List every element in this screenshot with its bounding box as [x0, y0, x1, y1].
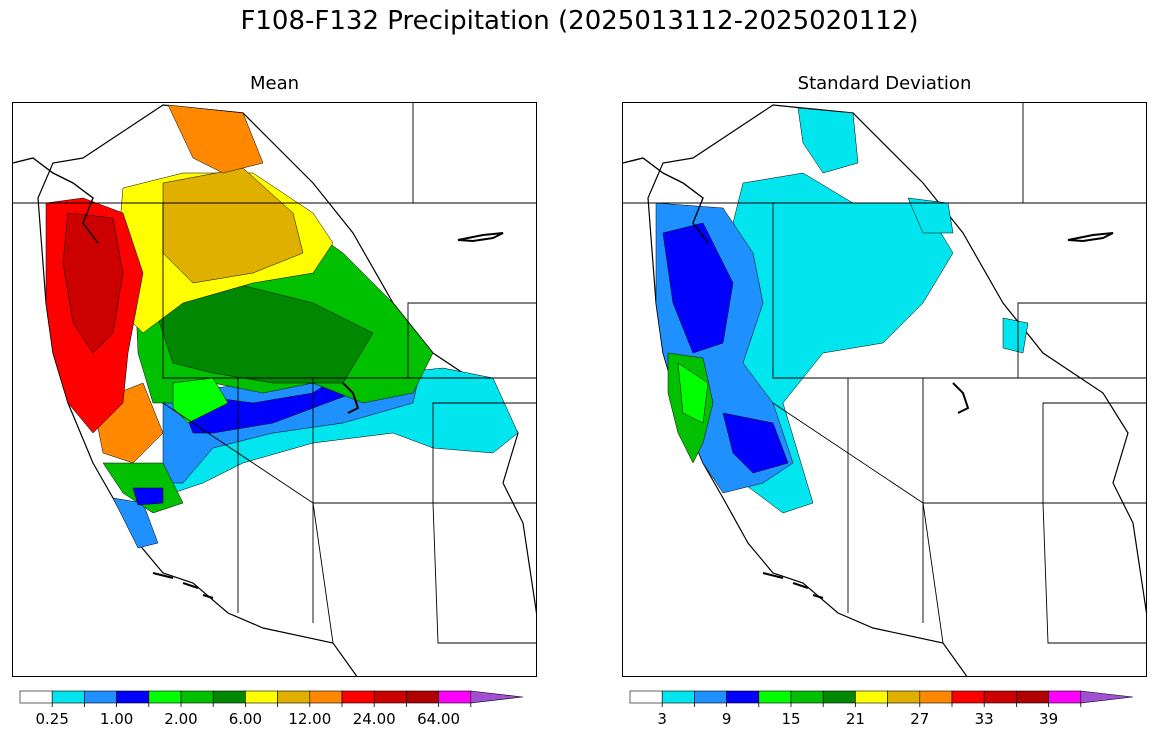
colorbar-bin	[661, 690, 695, 704]
coastline	[623, 157, 709, 244]
colorbar-tick-label: 39	[1039, 710, 1059, 728]
colorbar-tick-label: 21	[845, 710, 865, 728]
mean-lime-region	[172, 377, 229, 424]
stddev-cyan-east	[907, 197, 1029, 354]
colorbar-tick-label: 1.00	[99, 710, 134, 728]
colorbar-bin	[694, 690, 727, 704]
colorbar-tick-label: 64.00	[417, 710, 461, 728]
channel-islands	[152, 572, 214, 599]
mean-colorbar	[19, 690, 530, 709]
state-boundaries	[13, 103, 536, 644]
colorbar-bin	[277, 690, 311, 704]
great-salt-lake	[342, 382, 360, 414]
lake-superior	[1067, 232, 1114, 243]
mean-map	[12, 102, 537, 677]
stddev-blue-region	[662, 222, 789, 474]
coastline	[13, 157, 99, 244]
stddev-cyan-north	[797, 107, 859, 174]
colorbar-bin	[341, 690, 375, 704]
stddev-lime-region	[677, 362, 709, 424]
colorbar-bin	[212, 690, 246, 704]
colorbar-bin	[1016, 690, 1049, 704]
stddev-map-svg	[623, 103, 1146, 676]
colorbar-bin	[373, 690, 407, 704]
colorbar-bin	[855, 690, 888, 704]
colorbar-tick-label: 15	[781, 710, 801, 728]
stddev-panel-title: Standard Deviation	[797, 73, 972, 94]
channel-islands	[762, 572, 824, 599]
colorbar-bin	[1080, 690, 1134, 704]
colorbar-tick-label: 0.25	[35, 710, 69, 728]
colorbar-bin	[148, 690, 182, 704]
colorbar-bin	[887, 690, 921, 704]
stddev-map	[622, 102, 1147, 677]
mean-orange-region	[92, 104, 264, 464]
colorbar-tick-label: 27	[910, 710, 930, 728]
colorbar-bin	[245, 690, 278, 704]
colorbar-bin	[1048, 690, 1082, 704]
colorbar-bin	[919, 690, 953, 704]
figure-title: F108-F132 Precipitation (2025013112-2025…	[240, 6, 919, 36]
stddev-colorbar-svg	[629, 690, 1134, 707]
colorbar-bin	[758, 690, 792, 704]
colorbar-bin	[983, 690, 1017, 704]
colorbar-bin	[19, 690, 53, 704]
stddev-colorbar	[629, 690, 1140, 709]
mean-map-svg	[13, 103, 536, 676]
colorbar-tick-label: 12.00	[288, 710, 332, 728]
colorbar-tick-label: 9	[721, 710, 732, 728]
colorbar-bin	[629, 690, 663, 704]
colorbar-bin	[438, 690, 472, 704]
mean-darkred-region	[62, 212, 124, 354]
colorbar-tick-label: 3	[657, 710, 667, 728]
colorbar-bin	[951, 690, 985, 704]
lake-superior	[457, 232, 504, 243]
colorbar-tick-label: 6.00	[228, 710, 263, 728]
colorbar-bin	[790, 690, 824, 704]
colorbar-bin	[406, 690, 439, 704]
colorbar-bin	[822, 690, 856, 704]
colorbar-bin	[84, 690, 117, 704]
colorbar-tick-label: 33	[974, 710, 994, 728]
colorbar-bin	[51, 690, 85, 704]
state-boundaries	[623, 103, 1146, 644]
mean-coastal-blue	[112, 497, 159, 549]
colorbar-bin	[180, 690, 214, 704]
mean-panel-title: Mean	[249, 73, 300, 94]
mean-coastal-blue2	[132, 487, 164, 506]
colorbar-bin	[470, 690, 524, 704]
mean-colorbar-svg	[19, 690, 524, 707]
colorbar-bin	[116, 690, 150, 704]
colorbar-tick-label: 2.00	[164, 710, 198, 728]
colorbar-tick-label: 24.00	[352, 710, 396, 728]
mean-gold-region	[162, 167, 304, 284]
great-salt-lake	[952, 382, 970, 414]
colorbar-bin	[726, 690, 760, 704]
colorbar-bin	[309, 690, 343, 704]
